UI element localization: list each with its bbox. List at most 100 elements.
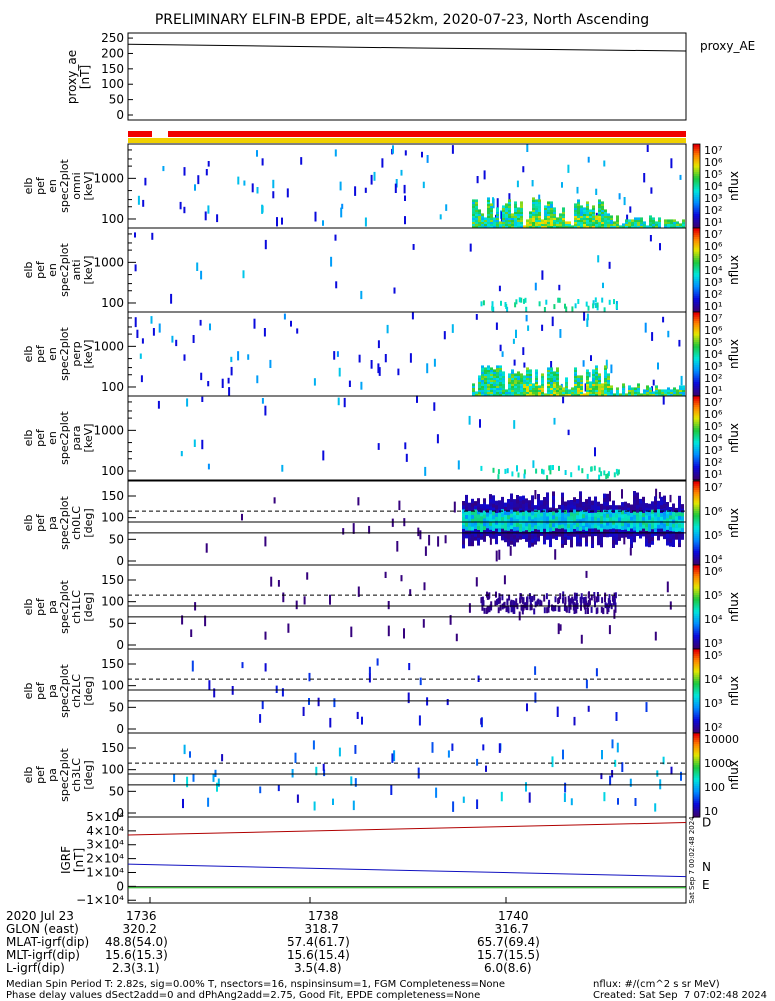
colorbar-segment: [693, 228, 700, 231]
igrf-legend-N: N: [702, 860, 711, 874]
spectrogram-pixel: [505, 207, 508, 210]
spectrogram-pixel: [511, 387, 514, 390]
pa-pixel: [570, 507, 573, 513]
spectrogram-pixel: [529, 385, 532, 388]
spectrogram-pixel: [658, 389, 661, 392]
spectrogram-pixel: [658, 221, 661, 224]
spectrogram-pixel: [490, 387, 493, 390]
spectrogram-pixel: [628, 393, 631, 396]
pa-pixel: [515, 598, 518, 605]
colorbar-segment: [693, 672, 700, 675]
energy-ylabel: omni: [70, 172, 83, 199]
pa-ylabel: elb: [22, 599, 35, 616]
spectrogram-pixel: [526, 377, 529, 380]
spectrogram-pixel: [595, 387, 598, 390]
colorbar-label: nflux: [727, 592, 741, 622]
pa-pixel: [633, 530, 636, 535]
pa-pixel: [567, 595, 570, 602]
spectrogram-pixel: [589, 225, 592, 228]
spectrogram-pixel: [490, 375, 493, 378]
spectrogram-pixel: [496, 379, 499, 382]
spectrogram-pixel: [637, 217, 640, 220]
pa-pixel: [573, 602, 576, 609]
colorbar-segment: [693, 796, 700, 799]
spectrogram-pixel: [586, 473, 589, 479]
colorbar-segment: [693, 613, 700, 616]
spectrogram-pixel: [586, 373, 589, 376]
spectrogram-pixel: [529, 377, 532, 380]
colorbar-segment: [693, 529, 700, 532]
pa-pixel: [495, 531, 498, 537]
spectrogram-pixel: [608, 261, 611, 269]
spectrogram-pixel: [237, 351, 240, 361]
spectrogram-pixel: [547, 381, 550, 384]
spectrogram-pixel: [535, 379, 538, 382]
pa-pixel: [651, 513, 654, 518]
spectrogram-pixel: [583, 225, 586, 228]
spectrogram-pixel: [502, 385, 505, 388]
pa-pixel: [510, 509, 513, 514]
spectrogram-pixel: [535, 215, 538, 218]
colorbar-tick-label: 10⁴: [704, 432, 723, 445]
spectrogram-pixel: [243, 180, 246, 186]
pa-pixel: [582, 505, 585, 511]
pa-pixel: [621, 509, 624, 515]
spectrogram-pixel: [586, 203, 589, 206]
pa-pixel: [579, 510, 582, 516]
spectrogram-pixel: [501, 351, 504, 357]
pa-panel-background: [128, 565, 686, 649]
pa-pixel: [546, 531, 549, 536]
spectrogram-pixel: [514, 201, 517, 204]
spectrogram-pixel: [517, 207, 520, 210]
pa-pixel: [591, 500, 594, 506]
spectrogram-pixel: [658, 223, 661, 226]
spectrogram-pixel: [550, 221, 553, 224]
spectrogram-pixel: [484, 373, 487, 376]
colorbar-segment: [693, 670, 700, 673]
colorbar-segment: [693, 366, 700, 370]
spectrogram-pixel: [478, 211, 481, 214]
pa-pixel: [546, 527, 549, 532]
spectrogram-pixel: [574, 369, 577, 372]
energy-panel-frame: [127, 395, 687, 481]
energy-ylabel: elb: [22, 346, 35, 363]
pa-pixel: [678, 538, 681, 544]
spectrogram-pixel: [499, 225, 502, 228]
pa-pixel: [579, 538, 582, 543]
spectrogram-pixel: [514, 207, 517, 210]
spectrogram-pixel: [300, 157, 303, 165]
colorbar-segment: [693, 181, 700, 185]
colorbar-segment: [693, 571, 700, 574]
colorbar-segment: [693, 531, 700, 535]
spectrogram-pixel: [487, 219, 490, 222]
spectrogram-pixel: [478, 225, 481, 228]
spectrogram-pixel: [577, 223, 580, 226]
colorbar-segment: [693, 475, 700, 479]
spectrogram-pixel: [682, 393, 685, 396]
spectrogram-pixel: [496, 217, 499, 220]
spectrogram-pixel: [475, 209, 478, 212]
colorbar-segment: [693, 598, 700, 602]
colorbar-segment: [693, 688, 700, 692]
colorbar-label: nflux: [727, 760, 741, 790]
spectrogram-pixel: [481, 223, 484, 226]
pa-pixel: [630, 531, 633, 537]
pa-pixel: [645, 503, 648, 508]
spectrogram-pixel: [490, 215, 493, 218]
spectrogram-pixel: [478, 215, 481, 218]
pa-pixel: [657, 520, 660, 525]
spectrogram-pixel: [604, 385, 607, 388]
colorbar-segment: [693, 320, 700, 324]
pa-pixel: [558, 512, 561, 518]
spectrogram-pixel: [553, 389, 556, 392]
colorbar-segment: [693, 385, 700, 389]
coverage-bar-red-segment: [128, 131, 152, 137]
spectrogram-pixel: [502, 391, 505, 394]
spectrogram-pixel: [496, 381, 499, 384]
spectrogram-pixel: [676, 225, 679, 228]
pa-pixel: [618, 532, 621, 537]
spectrogram-pixel: [601, 201, 604, 204]
colorbar-segment: [693, 192, 700, 195]
colorbar-segment: [693, 550, 700, 553]
spectrogram-pixel: [490, 209, 493, 212]
